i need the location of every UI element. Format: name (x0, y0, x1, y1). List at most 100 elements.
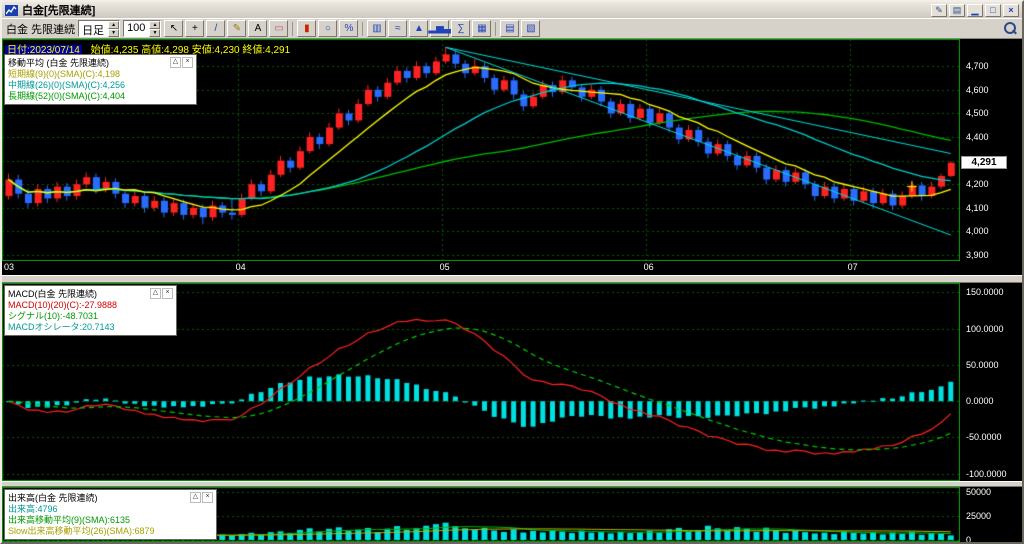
legend-collapse-icon[interactable]: △ (150, 288, 161, 299)
macd-axis: 150.0000 100.0000 50.0000 0.0000 -50.0000 -10… (960, 283, 1022, 481)
price-panel: 日付:2023/07/14 始値:4,235 高値:4,298 安値:4,230… (2, 39, 1022, 275)
y-axis-label: 0 (966, 535, 972, 542)
bar-count-spinner[interactable]: ▲ ▼ (149, 21, 161, 37)
window-title: 白金[先限連続] (22, 5, 96, 17)
percent-icon[interactable]: % (339, 20, 359, 37)
y-axis-label: 4,500 (966, 108, 989, 119)
ma-legend-title: 移動平均 (白金 先限連続) (8, 58, 109, 68)
macd-legend-title: MACD(白金 先限連続) (8, 289, 97, 299)
y-axis-label: 4,600 (966, 84, 989, 95)
close-button[interactable]: × (1003, 3, 1019, 17)
ma-short-label: 短期線(9)(0)(SMA)(C):4,198 (8, 69, 121, 79)
maximize-button[interactable]: □ (985, 3, 1001, 17)
legend-close-icon[interactable]: × (162, 288, 173, 299)
y-axis-label: -100.0000 (966, 468, 1007, 479)
crosshair-icon[interactable]: + (185, 20, 205, 37)
bar-chart-icon[interactable]: ▥ (367, 20, 387, 37)
macd-panel: MACD(白金 先限連続) △ × MACD(10)(20)(C):-27.98… (2, 283, 1022, 481)
volume-panel: 出来高(白金 先限連続) △ × 出来高:4796 出来高移動平均(9)(SMA… (2, 487, 1022, 542)
title-bar: 白金[先限連続] ✎ ▤ ▁ □ × (2, 2, 1022, 18)
y-axis-label: 50.0000 (966, 359, 999, 370)
search-icon[interactable] (1002, 21, 1018, 37)
signal-value-label: シグナル(10):-48.7031 (8, 311, 99, 321)
bar-count-value: 100 (127, 22, 146, 34)
macd-value-label: MACD(10)(20)(C):-27.9888 (8, 300, 118, 310)
chart-area: 日付:2023/07/14 始値:4,235 高値:4,298 安値:4,230… (2, 39, 1022, 542)
toolbar-icon-group: ↖ + / ✎ A ▭ ▮ ○% ▥ ≈ ▲ ▂▅▃ ∑ ▦ ▤ ▧ (164, 20, 541, 37)
ohlc-info: 日付:2023/07/14 始値:4,235 高値:4,298 安値:4,230… (5, 41, 290, 56)
oscillator-value-label: MACDオシレータ:20.7143 (8, 322, 115, 332)
toolbar: 白金 先限連続 日足 ▲ ▼ 100 ▲ ▼ ↖ + / ✎ A ▭ ▮ ○% ▥ ≈ ▲ ▂▅▃ ∑ ▦… (2, 18, 1022, 39)
pencil-tool-icon[interactable]: ✎ (227, 20, 247, 37)
y-axis-label: 4,100 (966, 202, 989, 213)
volume-ma26-label: Slow出来高移動平均(26)(SMA):6879 (8, 526, 155, 536)
current-price-tag: 4,291 (961, 155, 1007, 169)
symbol-label: 白金 先限連続 (6, 23, 76, 36)
x-axis-label: 07 (847, 262, 858, 272)
settings-icon[interactable]: ▧ (521, 20, 541, 37)
app-icon (5, 4, 18, 16)
ma-legend: 移動平均 (白金 先限連続) △ × 短期線(9)(0)(SMA)(C):4,1… (4, 54, 197, 105)
x-axis-label: 06 (643, 262, 654, 272)
x-axis-label: 05 (439, 262, 450, 272)
toolbar-separator (292, 21, 294, 36)
ma-mid-label: 中期線(26)(0)(SMA)(C):4,256 (8, 80, 126, 90)
y-axis-label: 150.0000 (966, 287, 1004, 298)
titlebar-tools: ✎ ▤ (929, 3, 965, 17)
panel-splitter[interactable] (2, 481, 1022, 487)
y-axis-label: 4,000 (966, 226, 989, 237)
spinner-up-icon[interactable]: ▲ (149, 21, 161, 29)
toolbar-separator (362, 21, 364, 36)
window-buttons: ▁ □ × (965, 3, 1019, 17)
y-axis-label: 4,700 (966, 61, 989, 72)
bar-count-select[interactable]: 100 ▲ ▼ (123, 20, 162, 37)
timeframe-select[interactable]: 日足 ▲ ▼ (78, 20, 121, 37)
spinner-down-icon[interactable]: ▼ (108, 29, 120, 37)
volume-legend-title: 出来高(白金 先限連続) (8, 493, 98, 503)
x-axis-label: 04 (235, 262, 246, 272)
timeframe-value: 日足 (82, 25, 105, 37)
legend-close-icon[interactable]: × (202, 492, 213, 503)
volume-axis: 50000 25000 0 (960, 487, 1022, 542)
y-axis-label: 25000 (966, 510, 992, 521)
y-axis-label: 100.0000 (966, 323, 1004, 334)
candlestick-icon[interactable]: ▮ (297, 20, 317, 37)
y-axis-label: -50.0000 (966, 432, 1002, 443)
text-icon[interactable]: A (248, 20, 268, 37)
legend-collapse-icon[interactable]: △ (170, 57, 181, 68)
panel-splitter[interactable] (2, 275, 1022, 283)
grid-icon[interactable]: ▦ (472, 20, 492, 37)
y-axis-label: 4,200 (966, 179, 989, 190)
trendline-icon[interactable]: / (206, 20, 226, 37)
compare-icon[interactable]: ▤ (500, 20, 520, 37)
circle-tool-icon[interactable]: ○ (318, 20, 338, 37)
indicator-icon[interactable]: ∑ (451, 20, 471, 37)
legend-collapse-icon[interactable]: △ (190, 492, 201, 503)
printer-icon[interactable]: ▤ (949, 3, 965, 17)
y-axis-label: 0.0000 (966, 396, 994, 407)
spinner-down-icon[interactable]: ▼ (149, 29, 161, 37)
legend-close-icon[interactable]: × (182, 57, 193, 68)
macd-legend: MACD(白金 先限連続) △ × MACD(10)(20)(C):-27.98… (4, 285, 177, 336)
time-axis: 03 04 05 06 07 (2, 261, 960, 275)
spinner-up-icon[interactable]: ▲ (108, 21, 120, 29)
minimize-button[interactable]: ▁ (967, 3, 983, 17)
eraser-icon[interactable]: ▭ (269, 20, 289, 37)
y-axis-label: 4,400 (966, 132, 989, 142)
pencil-icon[interactable]: ✎ (931, 3, 947, 17)
x-axis-label: 03 (4, 262, 15, 272)
timeframe-spinner[interactable]: ▲ ▼ (108, 21, 120, 37)
volume-legend: 出来高(白金 先限連続) △ × 出来高:4796 出来高移動平均(9)(SMA… (4, 489, 217, 540)
volume-ma9-label: 出来高移動平均(9)(SMA):6135 (8, 515, 131, 525)
volume-value-label: 出来高:4796 (8, 504, 58, 514)
y-axis-label: 3,900 (966, 250, 989, 261)
ohlc-values: 始値:4,235 高値:4,298 安値:4,230 終値:4,291 (90, 45, 291, 56)
cursor-icon[interactable]: ↖ (164, 20, 184, 37)
volume-chart-icon[interactable]: ▂▅▃ (428, 20, 451, 37)
price-axis: 4,291 4,7004,6004,5004,4004,3004,2004,10… (960, 39, 1022, 275)
line-chart-icon[interactable]: ≈ (388, 20, 408, 37)
date-label: 日付:2023/07/14 (5, 45, 82, 56)
area-chart-icon[interactable]: ▲ (409, 20, 429, 37)
y-axis-label: 50000 (966, 487, 992, 497)
